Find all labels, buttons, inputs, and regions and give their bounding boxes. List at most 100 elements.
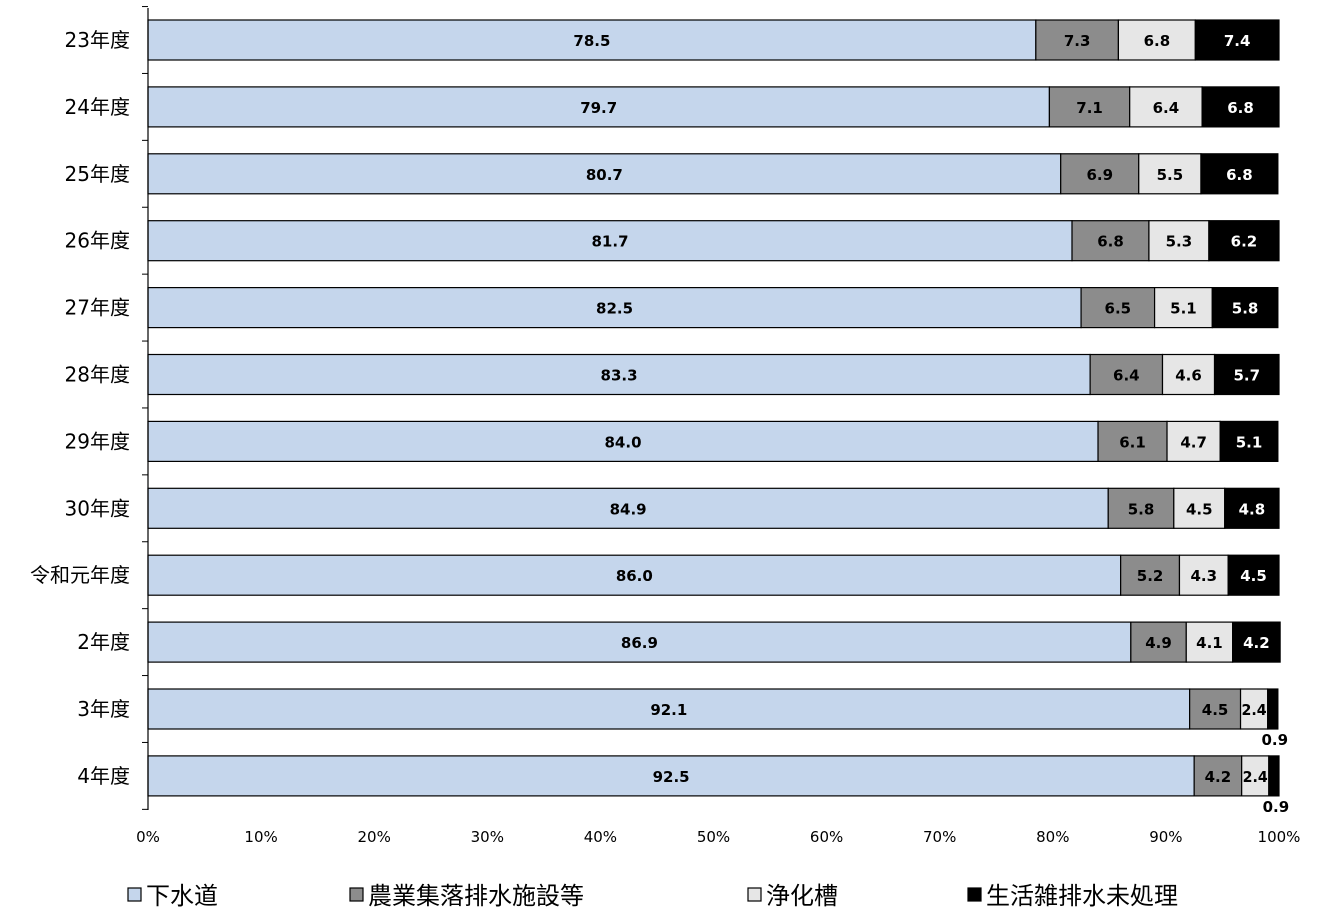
category-label: 25年度: [65, 162, 130, 186]
data-label-3-8: 4.5: [1186, 500, 1213, 518]
data-label-2-6: 6.4: [1113, 367, 1140, 385]
bar-segment-4-3: [1200, 153, 1279, 195]
data-label-4-9: 4.5: [1240, 567, 1267, 585]
data-label-4-1: 7.4: [1224, 32, 1251, 50]
bar-segment-3-8: [1173, 487, 1226, 529]
data-label-3-10: 4.1: [1196, 634, 1223, 652]
category-label: 27年度: [65, 296, 130, 320]
category-label: 令和元年度: [30, 563, 130, 587]
data-label-1-5: 82.5: [596, 300, 633, 318]
legend-label-2: 農業集落排水施設等: [368, 882, 584, 910]
legend-label-4: 生活雑排水未処理: [986, 882, 1178, 910]
bar-segment-1-6: [147, 353, 1091, 396]
bars-layer: [147, 19, 1281, 797]
category-label: 30年度: [65, 496, 130, 520]
data-label-4-7: 5.1: [1236, 433, 1263, 451]
data-label-1-12: 92.5: [653, 768, 690, 786]
data-label-4-3: 6.8: [1226, 166, 1253, 184]
bar-segment-4-12: [1268, 755, 1280, 797]
data-label-2-5: 6.5: [1105, 300, 1132, 318]
x-tick-label: 0%: [136, 828, 160, 846]
legend-swatch-2: [349, 887, 364, 902]
bar-segment-3-1: [1117, 19, 1196, 61]
data-label-2-3: 6.9: [1086, 166, 1113, 184]
data-label-4-5: 5.8: [1232, 300, 1259, 318]
data-label-1-3: 80.7: [586, 166, 623, 184]
bar-segment-3-9: [1178, 554, 1229, 596]
data-label-1-1: 78.5: [573, 32, 610, 50]
legend-label-1: 下水道: [146, 882, 218, 910]
category-label: 2年度: [77, 630, 130, 654]
data-label-1-7: 84.0: [605, 433, 642, 451]
data-label-4-10: 4.2: [1243, 634, 1270, 652]
legend-label-3: 浄化槽: [766, 882, 838, 910]
bar-segment-2-5: [1080, 287, 1156, 329]
data-label-1-11: 92.1: [650, 701, 687, 719]
bar-segment-1-8: [147, 487, 1109, 529]
bar-segment-4-9: [1227, 554, 1280, 596]
axes-layer: [142, 6, 149, 810]
bar-segment-2-12: [1193, 755, 1243, 797]
bar-segment-4-5: [1211, 287, 1279, 329]
data-label-3-7: 4.7: [1180, 433, 1207, 451]
data-label-3-4: 5.3: [1166, 233, 1193, 251]
bar-segment-2-4: [1071, 220, 1150, 262]
data-label-3-2: 6.4: [1153, 99, 1180, 117]
x-tick-label: 100%: [1258, 828, 1301, 846]
x-tick-label: 90%: [1149, 828, 1182, 846]
data-label-2-7: 6.1: [1119, 433, 1146, 451]
data-label-2-10: 4.9: [1145, 634, 1172, 652]
bar-segment-2-11: [1189, 688, 1242, 730]
bar-segment-4-10: [1232, 621, 1281, 663]
data-label-2-1: 7.3: [1064, 32, 1091, 50]
data-label-4-8: 4.8: [1239, 500, 1266, 518]
bar-segment-3-6: [1161, 353, 1216, 396]
bar-segment-2-3: [1060, 153, 1140, 195]
legend-swatch-4: [967, 887, 982, 902]
data-label-1-2: 79.7: [580, 99, 617, 117]
bar-segment-2-10: [1130, 621, 1187, 663]
data-label-3-9: 4.3: [1190, 567, 1217, 585]
bar-segment-1-4: [147, 220, 1073, 262]
bar-segment-4-4: [1208, 220, 1280, 262]
data-label-4-11: 0.9: [1261, 731, 1288, 749]
data-label-1-8: 84.9: [610, 500, 647, 518]
data-label-2-2: 7.1: [1076, 99, 1103, 117]
category-label: 24年度: [65, 95, 130, 119]
data-label-4-4: 6.2: [1231, 233, 1258, 251]
bar-segment-2-2: [1048, 86, 1131, 128]
data-label-4-2: 6.8: [1227, 99, 1254, 117]
data-label-4-12: 0.9: [1263, 798, 1290, 816]
x-tick-label: 60%: [810, 828, 843, 846]
category-label: 26年度: [65, 229, 130, 253]
bar-segment-4-8: [1224, 487, 1280, 529]
x-tick-label: 40%: [584, 828, 617, 846]
bar-segment-1-11: [147, 688, 1191, 730]
category-label: 4年度: [77, 764, 130, 788]
bar-segment-3-2: [1129, 86, 1203, 128]
x-tick-label: 70%: [923, 828, 956, 846]
data-label-3-12: 2.4: [1243, 768, 1268, 786]
category-label: 3年度: [77, 697, 130, 721]
bar-segment-1-7: [147, 420, 1099, 462]
x-tick-label: 20%: [358, 828, 391, 846]
bar-segment-1-2: [147, 86, 1051, 128]
x-tick-label: 30%: [471, 828, 504, 846]
data-label-1-6: 83.3: [601, 367, 638, 385]
bar-segment-4-2: [1201, 86, 1280, 128]
legend: 下水道 農業集落排水施設等 浄化槽 生活雑排水未処理: [127, 882, 1178, 910]
x-tick-label: 80%: [1036, 828, 1069, 846]
data-label-3-3: 5.5: [1157, 166, 1184, 184]
data-label-3-6: 4.6: [1175, 367, 1202, 385]
data-label-4-6: 5.7: [1233, 367, 1260, 385]
data-label-1-10: 86.9: [621, 634, 658, 652]
data-label-2-4: 6.8: [1097, 233, 1124, 251]
x-tick-label: 10%: [244, 828, 277, 846]
category-label: 29年度: [65, 429, 130, 453]
bar-segment-1-10: [147, 621, 1132, 663]
labels-layer: 23年度 78.5 7.3 6.8 7.4 24年度 79.7 7.1 6.4 6.8 25年度 80…: [30, 28, 1300, 846]
data-label-2-8: 5.8: [1128, 500, 1155, 518]
bar-segment-3-5: [1153, 287, 1213, 329]
